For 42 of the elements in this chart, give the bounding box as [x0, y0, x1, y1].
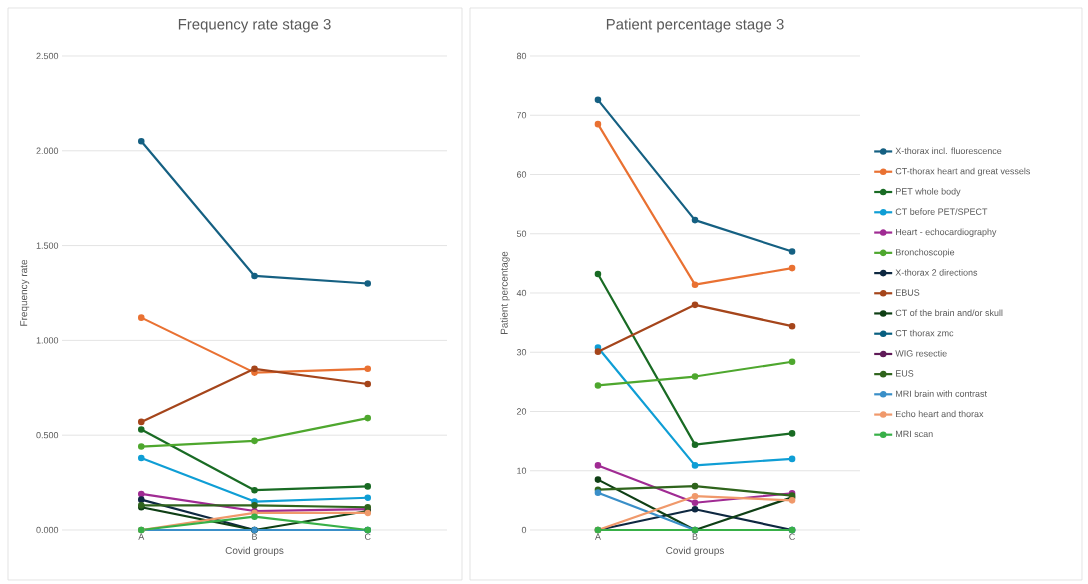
y-tick-label: 60	[516, 171, 527, 178]
chart-title: Frequency rate stage 3	[178, 18, 331, 33]
legend-label: CT before PET/SPECT	[895, 208, 988, 215]
chart-title: Patient percentage stage 3	[606, 18, 784, 33]
x-axis-title: Covid groups	[225, 546, 284, 556]
x-tick-label: C	[364, 533, 371, 540]
x-tick-label: C	[789, 533, 795, 540]
legend-label: PET whole body	[896, 188, 961, 197]
legend-label: EBUS	[896, 289, 920, 296]
y-tick-label: 70	[516, 112, 527, 119]
y-axis-title: Frequency rate	[20, 259, 30, 326]
y-tick-label: 10	[517, 467, 527, 474]
y-tick-label: 1.500	[36, 242, 59, 249]
y-tick-label: 1.000	[36, 337, 59, 344]
x-tick-label: B	[252, 533, 258, 540]
y-tick-label: 40	[516, 289, 527, 297]
x-tick-label: B	[692, 533, 698, 540]
y-tick-label: 20	[516, 408, 527, 415]
y-tick-label: 30	[516, 349, 527, 356]
y-tick-label: 0	[521, 526, 527, 534]
legend-label: CT-thorax heart and great vessels	[895, 167, 1031, 177]
x-axis-title: Covid groups	[666, 546, 724, 556]
y-tick-label: 0.500	[36, 432, 59, 439]
legend-label: X-thorax incl. fluorescence	[895, 147, 1002, 155]
y-tick-label: 0.000	[36, 526, 59, 534]
y-tick-label: 2.000	[36, 147, 59, 154]
y-tick-label: 50	[516, 230, 527, 237]
y-axis-title: Patient percentage	[500, 251, 510, 334]
y-tick-label: 80	[516, 52, 527, 60]
legend-label: Heart - echocardiography	[896, 228, 997, 237]
legend-label: MRI scan	[896, 430, 933, 438]
x-tick-label: A	[594, 533, 601, 540]
legend-label: X-thorax 2 directions	[895, 269, 978, 276]
legend-label: Bronchoscopie	[896, 248, 955, 258]
x-tick-label: A	[138, 533, 145, 540]
legend-label: EUS	[896, 370, 914, 377]
legend-label: MRI brain with contrast	[896, 390, 987, 397]
legend-label: CT of the brain and/or skull	[895, 309, 1003, 317]
legend-label: WIG resectie	[895, 349, 947, 357]
legend-label: CT thorax zmc	[895, 329, 954, 337]
y-tick-label: 2.500	[36, 52, 59, 60]
legend-label: Echo heart and thorax	[896, 410, 984, 418]
